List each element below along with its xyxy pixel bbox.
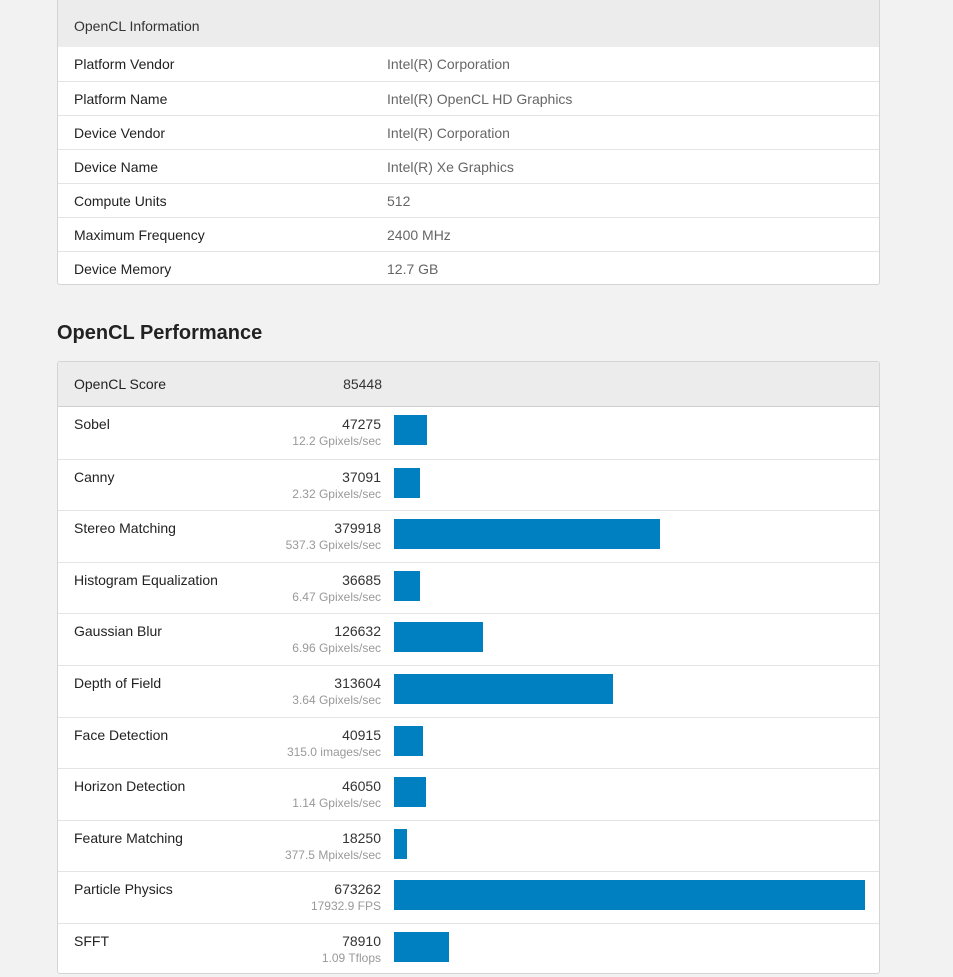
benchmark-bar xyxy=(394,777,426,808)
benchmark-name: Canny xyxy=(74,468,115,485)
info-row: Platform Vendor Intel(R) Corporation xyxy=(58,47,879,81)
info-value: 2400 MHz xyxy=(387,226,451,243)
benchmark-bar xyxy=(394,880,865,911)
info-key: Device Name xyxy=(74,158,159,175)
benchmark-name: Sobel xyxy=(74,416,110,432)
info-row: Device Memory 12.7 GB xyxy=(58,251,879,284)
benchmark-bar xyxy=(394,622,483,653)
info-row: Maximum Frequency 2400 MHz xyxy=(58,217,879,251)
benchmark-unit: 17932.9 FPS xyxy=(310,899,381,914)
benchmark-bar xyxy=(394,828,407,859)
benchmark-unit: 1.14 Gpixels/sec xyxy=(292,796,381,811)
benchmark-name: Horizon Detection xyxy=(74,778,186,795)
benchmark-score: 18250 xyxy=(342,829,381,846)
info-key: Device Memory xyxy=(74,260,172,277)
benchmark-row: Sobel 47275 12.2 Gpixels/sec xyxy=(58,407,879,459)
benchmark-row: Particle Physics 673262 17932.9 FPS xyxy=(58,871,879,923)
benchmark-bar xyxy=(394,931,449,962)
benchmark-score: 673262 xyxy=(334,881,381,898)
benchmark-unit: 1.09 Tflops xyxy=(321,950,381,965)
benchmark-name: Stereo Matching xyxy=(74,520,176,537)
benchmark-bar xyxy=(394,519,660,550)
info-key: Compute Units xyxy=(74,192,167,209)
info-key: Maximum Frequency xyxy=(74,226,205,243)
benchmark-row: Depth of Field 313604 3.64 Gpixels/sec xyxy=(58,664,879,717)
benchmark-bar xyxy=(394,467,420,498)
info-value: Intel(R) Corporation xyxy=(387,56,510,72)
perf-rows: Sobel 47275 12.2 Gpixels/sec Canny 37091 2.32… xyxy=(58,407,879,973)
benchmark-score: 37091 xyxy=(342,468,381,485)
benchmark-bar xyxy=(394,673,613,704)
benchmark-name: Depth of Field xyxy=(74,674,162,691)
benchmark-score: 126632 xyxy=(334,623,381,640)
benchmark-score: 40915 xyxy=(342,726,381,743)
benchmark-unit: 6.47 Gpixels/sec xyxy=(292,589,381,604)
benchmark-unit: 12.2 Gpixels/sec xyxy=(292,434,381,448)
benchmark-name: Histogram Equalization xyxy=(74,571,218,588)
opencl-score-label: OpenCL Score xyxy=(74,376,167,392)
benchmark-unit: 315.0 images/sec xyxy=(286,744,381,759)
benchmark-bar xyxy=(394,725,423,756)
info-key: Platform Vendor xyxy=(74,56,175,72)
opencl-performance-card: OpenCL Score 85448 Sobel 47275 12.2 Gpixel… xyxy=(57,361,880,974)
benchmark-row: SFFT 78910 1.09 Tflops xyxy=(58,922,879,973)
benchmark-bar xyxy=(394,570,420,601)
benchmark-name: Gaussian Blur xyxy=(74,623,162,640)
benchmark-row: Horizon Detection 46050 1.14 Gpixels/sec xyxy=(58,768,879,820)
info-row: Compute Units 512 xyxy=(58,183,879,217)
benchmark-score: 78910 xyxy=(342,932,381,949)
info-value: 512 xyxy=(387,192,411,209)
opencl-score-row: OpenCL Score 85448 xyxy=(58,362,879,407)
benchmark-row: Canny 37091 2.32 Gpixels/sec xyxy=(58,458,879,511)
benchmark-unit: 2.32 Gpixels/sec xyxy=(292,486,381,501)
benchmark-row: Gaussian Blur 126632 6.96 Gpixels/sec xyxy=(58,613,879,665)
benchmark-name: Feature Matching xyxy=(74,829,183,846)
opencl-information-card: OpenCL Information Platform Vendor Intel(… xyxy=(57,0,880,285)
benchmark-row: Face Detection 40915 315.0 images/sec xyxy=(58,716,879,769)
opencl-score-value: 85448 xyxy=(343,376,382,392)
benchmark-unit: 6.96 Gpixels/sec xyxy=(292,641,381,656)
info-value: 12.7 GB xyxy=(387,260,439,277)
benchmark-name: Particle Physics xyxy=(74,881,173,898)
benchmark-row: Histogram Equalization 36685 6.47 Gpixels/… xyxy=(58,561,879,614)
benchmark-unit: 537.3 Gpixels/sec xyxy=(285,538,381,553)
benchmark-name: SFFT xyxy=(74,932,109,949)
benchmark-name: Face Detection xyxy=(74,726,169,743)
benchmark-row: Stereo Matching 379918 537.3 Gpixels/sec xyxy=(58,510,879,562)
info-row: Device Name Intel(R) Xe Graphics xyxy=(58,149,879,183)
info-key: Platform Name xyxy=(74,90,168,107)
benchmark-score: 379918 xyxy=(334,520,381,537)
info-row: Device Vendor Intel(R) Corporation xyxy=(58,115,879,149)
opencl-performance-title: OpenCL Performance xyxy=(57,322,263,344)
benchmark-row: Feature Matching 18250 377.5 Mpixels/sec xyxy=(58,819,879,872)
info-key: Device Vendor xyxy=(74,124,166,141)
info-rows: Platform Vendor Intel(R) Corporation Platf… xyxy=(58,47,879,284)
benchmark-bar xyxy=(394,415,427,445)
info-value: Intel(R) Xe Graphics xyxy=(387,158,514,175)
opencl-information-header: OpenCL Information xyxy=(58,0,879,47)
benchmark-score: 47275 xyxy=(342,416,381,432)
info-value: Intel(R) Corporation xyxy=(387,124,510,141)
benchmark-score: 36685 xyxy=(342,571,381,588)
benchmark-unit: 3.64 Gpixels/sec xyxy=(292,692,381,707)
benchmark-score: 46050 xyxy=(342,778,381,795)
info-value: Intel(R) OpenCL HD Graphics xyxy=(387,90,573,107)
benchmark-unit: 377.5 Mpixels/sec xyxy=(284,847,381,862)
benchmark-score: 313604 xyxy=(334,674,381,691)
info-row: Platform Name Intel(R) OpenCL HD Graphics xyxy=(58,81,879,115)
